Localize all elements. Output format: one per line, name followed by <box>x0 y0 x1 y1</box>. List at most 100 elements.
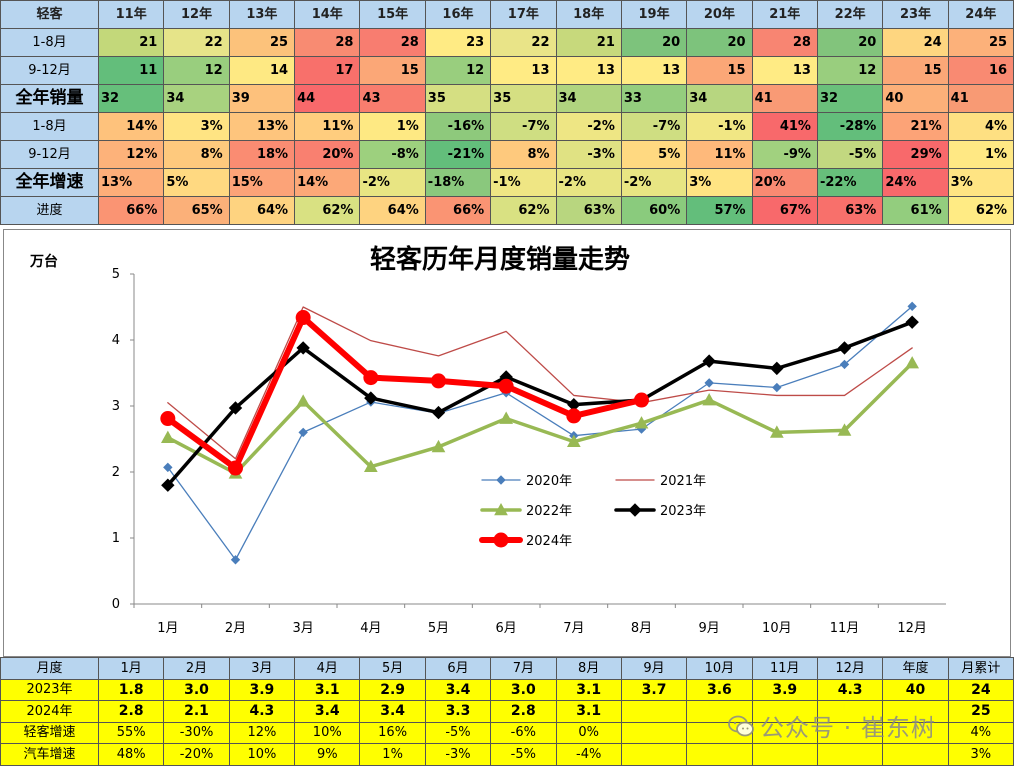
table-cell: 21% <box>882 112 949 141</box>
table-cell: -2% <box>620 168 688 197</box>
table-cell: 64% <box>228 196 296 225</box>
table-cell: 25 <box>228 28 296 57</box>
row-label: 2024年 <box>0 700 99 723</box>
table-cell: -7% <box>490 112 557 141</box>
table-row: 1-8月 21 22 25 28 28 23 22 21 20 20 28 20 24 25 <box>0 28 1015 57</box>
table-cell: 4% <box>947 721 1015 744</box>
table-cell: 20% <box>294 140 361 169</box>
table-cell: -21% <box>424 140 492 169</box>
data-point-2024 <box>295 310 311 326</box>
legend-marker-2020 <box>496 475 506 485</box>
column-header: 7月 <box>490 657 557 680</box>
table-cell: 12% <box>228 721 296 744</box>
data-point-2024 <box>363 370 379 386</box>
column-header: 4月 <box>294 657 361 680</box>
table-cell: 41 <box>751 84 818 113</box>
table-cell: 3.4 <box>294 700 361 723</box>
row-label: 9-12月 <box>0 140 99 169</box>
column-header: 3月 <box>228 657 296 680</box>
table-cell <box>882 721 949 744</box>
data-point-2022 <box>905 356 920 369</box>
table-cell <box>620 700 688 723</box>
chart-panel: 轻客历年月度销量走势 万台 0 1 2 3 4 5 1月 2月 3月 4月 5月 6月 7月 8月 9月 10月 1… <box>3 229 1011 657</box>
table-cell: 35 <box>490 84 557 113</box>
table-cell: 11% <box>686 140 753 169</box>
table-cell: -30% <box>163 721 230 744</box>
table-cell: -20% <box>163 743 230 766</box>
legend-label-2020: 2020年 <box>526 474 572 489</box>
year-header: 22年 <box>816 0 884 29</box>
table-cell: 21 <box>97 28 165 57</box>
table-cell: 15% <box>228 168 296 197</box>
table-cell: -22% <box>816 168 884 197</box>
table-cell <box>686 721 753 744</box>
column-header: 11月 <box>751 657 818 680</box>
y-tick-label: 4 <box>112 333 120 348</box>
table-cell: 63% <box>816 196 884 225</box>
table-cell: 22 <box>490 28 557 57</box>
table-cell: 3.3 <box>424 700 492 723</box>
table-cell: 4% <box>947 112 1015 141</box>
table-cell: 41 <box>947 84 1015 113</box>
table-cell: 28 <box>294 28 361 57</box>
row-label: 进度 <box>0 196 99 225</box>
column-header: 12月 <box>816 657 884 680</box>
table-cell: 20 <box>816 28 884 57</box>
wechat-icon <box>728 715 754 743</box>
table-cell: 21 <box>555 28 622 57</box>
table-cell: 18% <box>228 140 296 169</box>
table-row: 全年增速 13% 5% 15% 14% -2% -18% -1% -2% -2% 3% 20% -22%… <box>0 168 1015 197</box>
table-cell: -7% <box>620 112 688 141</box>
table-cell: 1% <box>947 140 1015 169</box>
table-cell: 29% <box>882 140 949 169</box>
table-row: 9-12月 11 12 14 17 15 12 13 13 13 15 13 12 15 16 <box>0 56 1015 85</box>
y-tick-label: 0 <box>112 597 120 612</box>
table-row: 2024年 2.8 2.1 4.3 3.4 3.4 3.3 2.8 3.1 25 <box>0 700 1015 723</box>
row-label: 全年销量 <box>0 84 99 113</box>
table-cell: 1% <box>359 112 426 141</box>
table-cell: 25 <box>947 28 1015 57</box>
line-chart: 轻客历年月度销量走势 万台 0 1 2 3 4 5 1月 2月 3月 4月 5月 6月 7月 8月 9月 10月 1… <box>29 244 946 636</box>
table-cell: -16% <box>424 112 492 141</box>
table-cell: 14% <box>294 168 361 197</box>
data-point-2020 <box>907 301 917 312</box>
table-row: 全年销量 32 34 39 44 43 35 35 34 33 34 41 32 40 41 <box>0 84 1015 113</box>
table-cell: 4.3 <box>228 700 296 723</box>
table-cell: 3.1 <box>555 678 622 701</box>
table-cell: 16 <box>947 56 1015 85</box>
table-cell: 40 <box>882 84 949 113</box>
table-cell: 48% <box>97 743 165 766</box>
data-point-2023 <box>837 341 852 355</box>
data-point-2020 <box>772 382 782 393</box>
table-cell: 24 <box>947 678 1015 701</box>
table-cell: 23 <box>424 28 492 57</box>
year-header: 12年 <box>163 0 230 29</box>
table-cell: 17 <box>294 56 361 85</box>
year-header: 15年 <box>359 0 426 29</box>
x-tick-label: 3月 <box>293 621 314 636</box>
legend-label-2024: 2024年 <box>526 534 572 549</box>
table-cell: 34 <box>555 84 622 113</box>
table-cell <box>686 743 753 766</box>
table-cell: 2.8 <box>490 700 557 723</box>
x-tick-label: 6月 <box>496 621 517 636</box>
year-header: 19年 <box>620 0 688 29</box>
table-cell: 3% <box>686 168 753 197</box>
table-cell: 3.4 <box>359 700 426 723</box>
table-cell: 3.0 <box>163 678 230 701</box>
table-cell: 12 <box>163 56 230 85</box>
table-cell: 55% <box>97 721 165 744</box>
table-cell: 3.7 <box>620 678 688 701</box>
data-point-2023 <box>364 391 378 405</box>
data-point-2023 <box>905 315 919 329</box>
table-row: 轻客增速 55% -30% 12% 10% 16% -5% -6% 0% 4% <box>0 721 1015 744</box>
x-tick-label: 12月 <box>897 621 927 636</box>
table-cell: 43 <box>359 84 426 113</box>
table-cell: -3% <box>555 140 622 169</box>
table-cell: 62% <box>947 196 1015 225</box>
watermark-text: 公众号 · 崔东树 <box>760 714 936 742</box>
column-header: 5月 <box>359 657 426 680</box>
table-cell: 13 <box>490 56 557 85</box>
corner-label: 轻客 <box>0 0 99 29</box>
table-row: 进度 66% 65% 64% 62% 64% 66% 62% 63% 60% 57% 67% 63% 61… <box>0 196 1015 225</box>
